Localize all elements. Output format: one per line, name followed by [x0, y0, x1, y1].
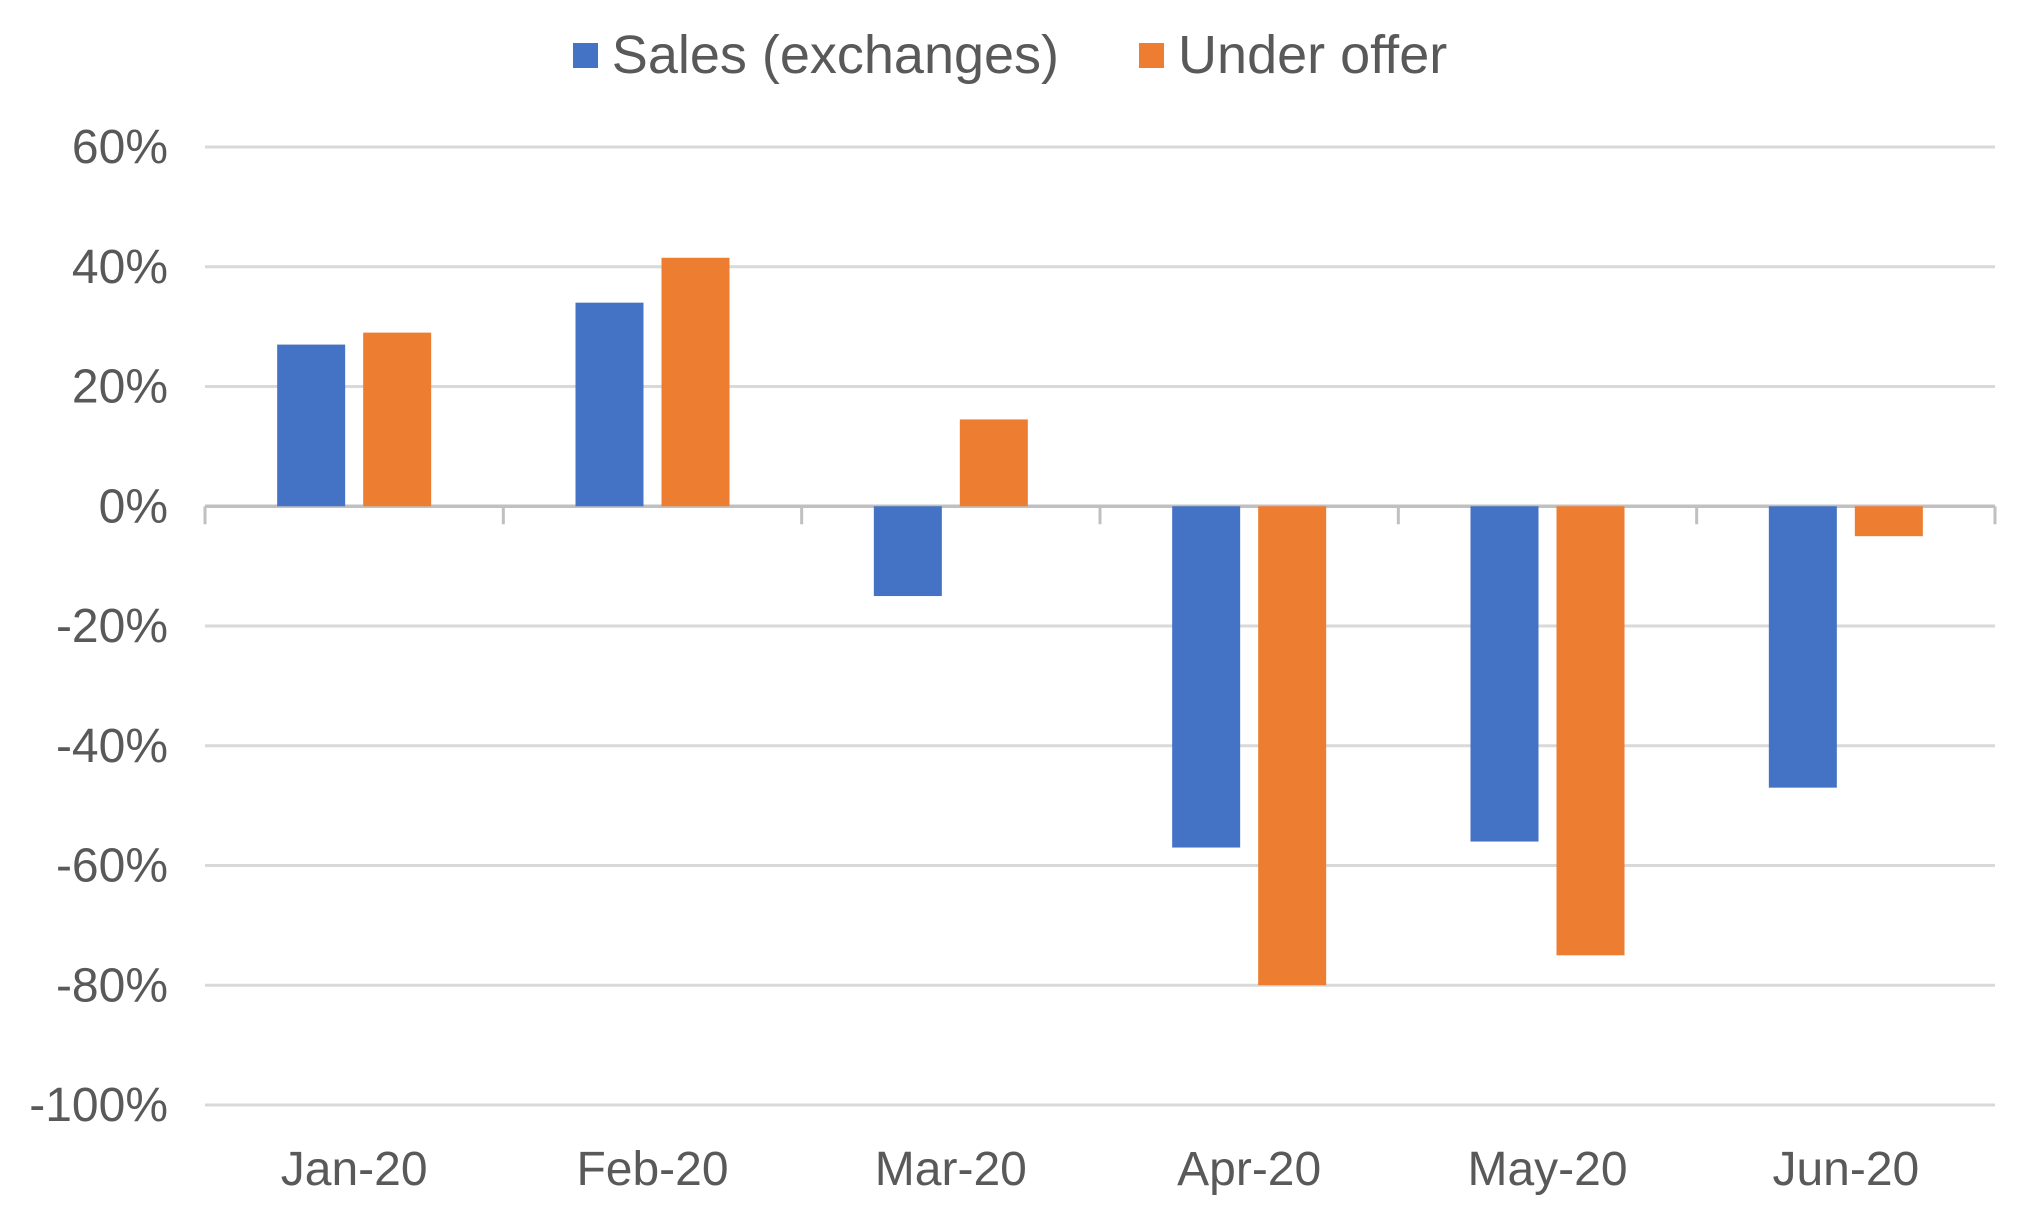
bar-under-offer-feb-20: [661, 257, 730, 507]
y-tick-label: -80%: [56, 959, 168, 1012]
y-tick-label: 40%: [72, 241, 168, 294]
legend-item-sales-exchanges: Sales (exchanges): [572, 25, 1060, 85]
y-tick-label: 20%: [72, 361, 168, 414]
x-tick-label: May-20: [1467, 1143, 1627, 1196]
x-tick-label: Apr-20: [1177, 1143, 1321, 1196]
bar-under-offer-jan-20: [363, 332, 432, 507]
legend-item-under-offer: Under offer: [1139, 25, 1448, 85]
y-tick-label: -60%: [56, 840, 168, 893]
bar-under-offer-may-20: [1556, 506, 1625, 956]
legend-label-sales-exchanges: Sales (exchanges): [611, 25, 1060, 85]
bar-under-offer-jun-20: [1854, 506, 1923, 537]
legend-swatch-sales-exchanges: [572, 43, 598, 69]
bar-sales-exchanges-jun-20: [1768, 506, 1837, 788]
bar-sales-exchanges-may-20: [1470, 506, 1539, 842]
bar-sales-exchanges-mar-20: [873, 506, 942, 597]
chart-legend: Sales (exchanges) Under offer: [0, 25, 2020, 85]
y-tick-label: 60%: [72, 121, 168, 174]
x-tick-label: Jan-20: [281, 1143, 428, 1196]
y-tick-label: -20%: [56, 600, 168, 653]
bar-under-offer-mar-20: [959, 419, 1028, 507]
x-tick-label: Mar-20: [875, 1143, 1027, 1196]
y-tick-label: -100%: [29, 1079, 168, 1132]
legend-swatch-under-offer: [1139, 43, 1165, 69]
x-tick-label: Feb-20: [576, 1143, 728, 1196]
bar-sales-exchanges-feb-20: [575, 302, 644, 507]
bar-under-offer-apr-20: [1258, 506, 1327, 986]
x-tick-label: Jun-20: [1772, 1143, 1919, 1196]
y-tick-label: 0%: [99, 480, 168, 533]
y-tick-label: -40%: [56, 720, 168, 773]
legend-label-under-offer: Under offer: [1178, 25, 1448, 85]
bar-sales-exchanges-apr-20: [1172, 506, 1241, 848]
bar-sales-exchanges-jan-20: [277, 344, 346, 507]
